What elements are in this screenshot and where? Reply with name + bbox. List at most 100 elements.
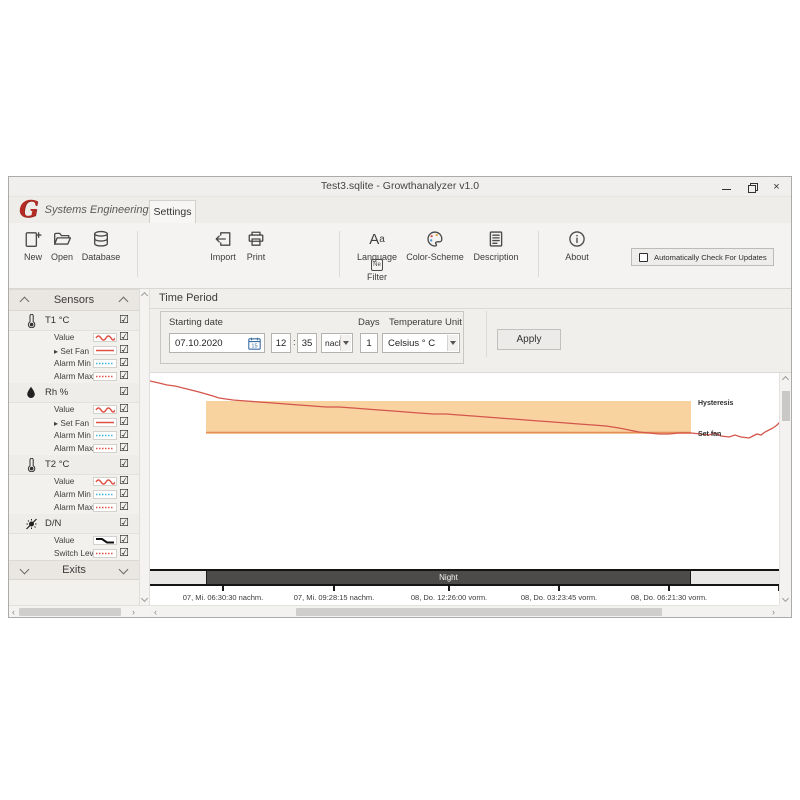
apply-button[interactable]: Apply — [497, 329, 561, 350]
scroll-left-icon[interactable]: ‹ — [154, 607, 157, 617]
day-night-icon — [23, 518, 39, 530]
temperature-unit-select[interactable]: Celsius ° C — [382, 333, 460, 353]
import-button[interactable]: Import — [196, 229, 250, 262]
collapse-icon[interactable] — [118, 296, 129, 307]
minimize-button[interactable] — [714, 177, 739, 196]
series-row-rh-alarmmin[interactable]: Alarm Min ☑ — [9, 429, 139, 442]
scroll-down-icon[interactable] — [781, 594, 790, 603]
check-icon[interactable]: ☑ — [119, 442, 129, 454]
night-period-bar: Night — [206, 571, 691, 584]
scroll-left-icon[interactable]: ‹ — [12, 607, 15, 617]
check-icon[interactable]: ☑ — [119, 517, 129, 529]
series-row-t2-alarmmin[interactable]: Alarm Min ☑ — [9, 488, 139, 501]
dotted-blue-swatch — [93, 490, 117, 499]
scroll-up-icon[interactable] — [781, 375, 790, 384]
days-input[interactable]: 1 — [360, 333, 378, 353]
sensor-group-t2[interactable]: T2 °C ☑ — [9, 455, 139, 475]
import-icon — [214, 229, 232, 249]
expander-icon[interactable]: ▸ — [54, 346, 59, 356]
axis-tick-label: 07, Mi. 06:30:30 nachm. — [182, 593, 264, 602]
collapse-icon[interactable] — [19, 296, 30, 307]
check-icon[interactable]: ☑ — [119, 458, 129, 470]
filter-icon: Ne — [371, 259, 383, 271]
sidebar-horizontal-scrollbar[interactable]: ‹ › — [9, 605, 150, 617]
series-row-t1-alarmmin[interactable]: Alarm Min ☑ — [9, 357, 139, 370]
series-row-dn-value[interactable]: Value ☑ — [9, 534, 139, 547]
check-icon[interactable]: ☑ — [119, 370, 129, 382]
minute-input[interactable]: 35 — [297, 333, 317, 353]
check-icon[interactable]: ☑ — [119, 314, 129, 326]
check-icon[interactable]: ☑ — [119, 488, 129, 500]
starting-date-input[interactable]: 07.10.2020 15 — [169, 333, 265, 353]
scrollbar-thumb[interactable] — [19, 608, 121, 616]
content-panel: Time Period Starting date 07.10.2020 15 … — [150, 289, 791, 617]
filter-button[interactable]: Ne Filter — [350, 259, 404, 282]
series-row-t1-value[interactable]: Value ☑ — [9, 331, 139, 344]
close-button[interactable]: × — [764, 177, 789, 196]
chevron-down-icon[interactable] — [447, 335, 458, 351]
check-icon[interactable]: ☑ — [119, 416, 129, 428]
check-icon[interactable]: ☑ — [119, 501, 129, 513]
title-bar[interactable]: Test3.sqlite - Growthanalyzer v1.0 × — [9, 177, 791, 197]
expand-icon[interactable] — [19, 564, 30, 574]
check-icon[interactable]: ☑ — [119, 429, 129, 441]
hour-input[interactable]: 12 — [271, 333, 291, 353]
sidebar-vertical-scrollbar[interactable] — [140, 289, 150, 605]
check-icon[interactable]: ☑ — [119, 331, 129, 343]
description-button[interactable]: Description — [469, 229, 523, 262]
series-row-rh-value[interactable]: Value ☑ — [9, 403, 139, 416]
ampm-select[interactable]: nach — [321, 333, 353, 353]
auto-update-checkbox[interactable]: Automatically Check For Updates — [631, 248, 774, 266]
ribbon-separator — [339, 231, 340, 277]
chevron-down-icon[interactable] — [340, 335, 351, 351]
series-row-dn-switchlevel[interactable]: Switch Level ☑ — [9, 547, 139, 560]
sensor-group-rh[interactable]: Rh % ☑ — [9, 383, 139, 403]
check-icon[interactable]: ☑ — [119, 344, 129, 356]
check-icon[interactable]: ☑ — [119, 403, 129, 415]
scroll-right-icon[interactable]: › — [132, 607, 135, 617]
series-row-t2-alarmmax[interactable]: Alarm Max ☑ — [9, 501, 139, 514]
scroll-down-icon[interactable] — [140, 594, 149, 603]
hysteresis-label: Hysteresis — [698, 400, 734, 407]
print-button[interactable]: Print — [229, 229, 283, 262]
series-row-t1-setfan[interactable]: ▸ Set Fan ☑ — [9, 344, 139, 357]
check-icon[interactable]: ☑ — [119, 547, 129, 559]
ribbon-toolbar: New Open Database Import Print — [9, 223, 791, 289]
about-button[interactable]: About — [550, 229, 604, 262]
check-icon[interactable]: ☑ — [119, 386, 129, 398]
scroll-right-icon[interactable]: › — [772, 607, 775, 617]
scroll-up-icon[interactable] — [140, 291, 149, 300]
series-row-rh-alarmmax[interactable]: Alarm Max ☑ — [9, 442, 139, 455]
axis-tick-label: 07, Mi. 09:28:15 nachm. — [293, 593, 375, 602]
sensor-group-dn[interactable]: D/N ☑ — [9, 514, 139, 534]
exits-header[interactable]: Exits — [9, 560, 139, 580]
series-row-t1-alarmmax[interactable]: Alarm Max ☑ — [9, 370, 139, 383]
restore-button[interactable] — [739, 177, 764, 196]
scrollbar-thumb[interactable] — [782, 391, 790, 421]
chart-area[interactable]: Hysteresis Set fan Night 07, Mi. 06:30:3… — [150, 373, 781, 605]
database-button[interactable]: Database — [74, 229, 128, 262]
chart-vertical-scrollbar[interactable] — [779, 373, 791, 605]
new-button[interactable]: New — [6, 229, 60, 262]
open-button[interactable]: Open — [35, 229, 89, 262]
temperature-unit-label: Temperature Unit — [389, 317, 462, 328]
chart-horizontal-scrollbar[interactable]: ‹ › — [150, 605, 779, 617]
check-icon[interactable]: ☑ — [119, 357, 129, 369]
days-label: Days — [358, 317, 380, 328]
calendar-icon[interactable]: 15 — [248, 337, 261, 353]
series-row-rh-setfan[interactable]: ▸ Set Fan ☑ — [9, 416, 139, 429]
sensor-group-t1[interactable]: T1 °C ☑ — [9, 311, 139, 331]
check-icon[interactable]: ☑ — [119, 475, 129, 487]
series-row-t2-value[interactable]: Value ☑ — [9, 475, 139, 488]
check-icon[interactable]: ☑ — [119, 534, 129, 546]
tab-settings[interactable]: Settings — [149, 200, 196, 223]
new-file-icon — [24, 229, 42, 249]
sensors-header[interactable]: Sensors — [9, 289, 139, 311]
expander-icon[interactable]: ▸ — [54, 418, 59, 428]
expand-icon[interactable] — [118, 564, 129, 574]
scrollbar-thumb[interactable] — [296, 608, 662, 616]
database-icon — [92, 229, 110, 249]
axis-tick — [222, 586, 224, 591]
color-scheme-button[interactable]: Color-Scheme — [406, 229, 464, 262]
